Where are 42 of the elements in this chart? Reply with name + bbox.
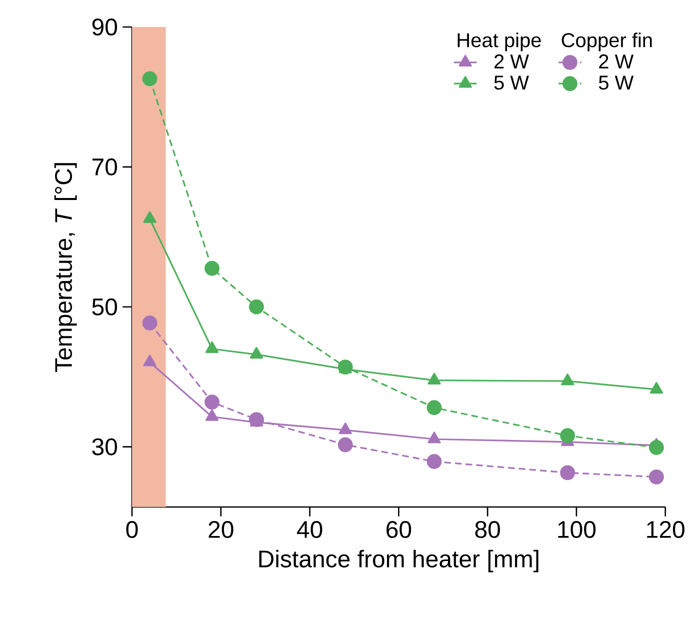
point — [428, 432, 441, 444]
point — [143, 354, 156, 366]
point — [205, 409, 219, 421]
annotation: Heat pipe — [458, 32, 541, 52]
point — [204, 394, 220, 410]
point — [428, 372, 441, 384]
legend-label: 2 W — [599, 54, 634, 68]
point — [205, 341, 219, 353]
legend-label: 2 W — [494, 54, 529, 68]
point — [250, 347, 264, 359]
y-tick-label: 50 — [92, 298, 118, 316]
annotation: Copper fin — [562, 32, 652, 52]
point — [248, 299, 264, 314]
y-tick-label: 70 — [92, 158, 118, 176]
point — [142, 71, 158, 86]
point — [648, 469, 664, 484]
point — [248, 412, 264, 428]
point — [650, 382, 664, 394]
x-tick-label: 80 — [475, 521, 500, 538]
y-tick-label: 90 — [92, 18, 118, 36]
legend-label: 5 W — [494, 76, 529, 90]
point — [142, 316, 158, 330]
point — [338, 422, 352, 434]
x-tick-label: 20 — [208, 521, 234, 538]
y-axis-title: Temperature, T [°C] — [54, 163, 77, 372]
x-tick-label: 60 — [386, 521, 412, 538]
point — [426, 400, 442, 416]
point — [560, 465, 576, 480]
point — [338, 437, 353, 452]
y-tick-label: 30 — [92, 438, 118, 456]
point — [426, 454, 442, 469]
legend-label: 5 W — [598, 76, 634, 90]
point — [204, 260, 220, 276]
point — [560, 428, 576, 444]
x-axis-title: Distance from heater [mm] — [259, 550, 538, 572]
x-tick-label: 120 — [647, 521, 684, 538]
x-tick-label: 0 — [126, 521, 138, 538]
point — [560, 374, 574, 386]
point — [648, 440, 664, 455]
point — [143, 211, 156, 223]
x-tick-label: 40 — [296, 521, 322, 538]
x-tick-label: 100 — [558, 521, 596, 538]
